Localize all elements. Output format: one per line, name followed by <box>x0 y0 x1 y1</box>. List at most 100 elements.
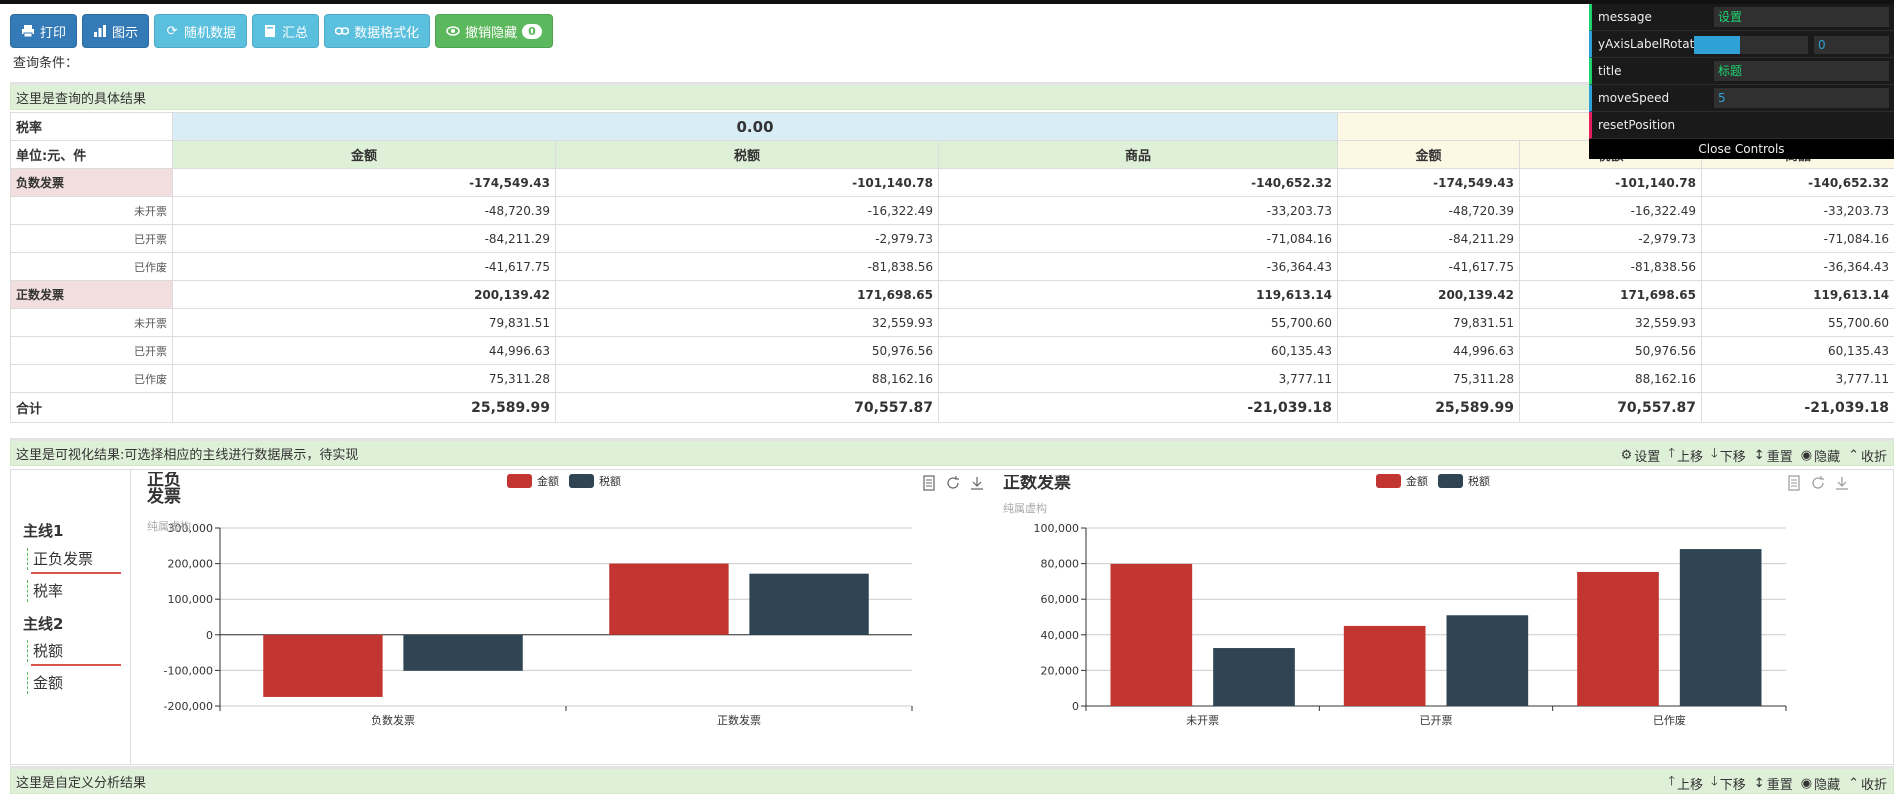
results-header-text: 这里是查询的具体结果 <box>16 91 147 107</box>
print-button[interactable]: 打印 <box>10 14 78 48</box>
table-cell: -81,838.56 <box>1519 252 1703 281</box>
chart-button[interactable]: 图示 <box>82 14 150 48</box>
download-icon[interactable] <box>969 475 985 495</box>
x-tick-label: 正数发票 <box>717 713 761 727</box>
bar-tax[interactable] <box>1679 549 1762 706</box>
data-view-icon[interactable] <box>921 475 937 495</box>
row-label: 合计 <box>10 392 173 423</box>
legend-swatch-tax <box>569 474 594 488</box>
move-up-tool[interactable]: 🡑 上移 <box>1668 444 1703 466</box>
legend-swatch-amount <box>507 474 532 488</box>
undo-hide-button[interactable]: 撤销隐藏 0 <box>435 14 553 48</box>
restore-icon[interactable] <box>945 475 961 495</box>
hide-tool[interactable]: ◉ 隐藏 <box>1801 774 1840 793</box>
table-cell: 200,139.42 <box>172 280 556 309</box>
eye-icon <box>446 24 460 38</box>
x-tick-label: 已作废 <box>1653 713 1686 727</box>
random-data-button[interactable]: ⟳ 随机数据 <box>154 14 248 48</box>
mainline-sidebar: 主线1 正负发票 税率 主线2 税额 金额 <box>11 470 131 764</box>
bar-tax[interactable] <box>749 573 869 635</box>
eye-slash-icon: ◉ <box>1800 775 1813 791</box>
custom-analysis-section-header: 这里是自定义分析结果 🡑 上移 🡓 下移 ↕ 重置 ◉ 隐藏 ⌃ 收折 <box>10 766 1894 794</box>
collapse-label: 收折 <box>1860 449 1887 465</box>
legend-tax[interactable]: 税额 <box>1438 473 1490 489</box>
title-input[interactable]: 标题 <box>1714 61 1889 81</box>
column-header: 金额 <box>172 140 556 169</box>
printer-icon <box>21 24 35 38</box>
control-label: resetPosition <box>1598 118 1676 132</box>
table-cell: 25,589.99 <box>172 392 556 423</box>
data-view-icon[interactable] <box>1786 475 1802 495</box>
message-input[interactable]: 设置 <box>1714 7 1889 27</box>
move-down-tool[interactable]: 🡓 下移 <box>1711 444 1746 466</box>
table-cell: 60,135.43 <box>937 336 1339 365</box>
bar-tax[interactable] <box>1213 648 1295 706</box>
arrow-up-icon: 🡑 <box>1668 446 1675 461</box>
table-cell: -16,322.49 <box>1519 196 1703 225</box>
download-icon[interactable] <box>1834 475 1850 495</box>
legend-amount[interactable]: 金额 <box>1376 473 1428 489</box>
table-row: 正数发票 200,139.42 171,698.65 119,613.14 200,13… <box>10 280 1894 309</box>
control-label: yAxisLabelRotate <box>1598 37 1702 51</box>
reset-label: 重置 <box>1766 449 1793 465</box>
table-cell: 88,162.16 <box>1519 364 1703 393</box>
bar-amount[interactable] <box>1343 625 1426 706</box>
active-underline <box>31 664 121 666</box>
close-controls-button[interactable]: Close Controls <box>1589 139 1894 159</box>
rotate-number-input[interactable]: 0 <box>1814 36 1889 54</box>
y-tick-label: 60,000 <box>1041 593 1080 606</box>
rotate-slider[interactable] <box>1694 36 1808 54</box>
move-up-tool[interactable]: 🡑 上移 <box>1668 772 1703 794</box>
table-cell: -36,364.43 <box>1701 252 1894 281</box>
data-format-button[interactable]: 数据格式化 <box>324 14 431 48</box>
y-tick-label: 80,000 <box>1041 558 1080 571</box>
table-cell: -36,364.43 <box>937 252 1339 281</box>
table-row: 已开票 44,996.63 50,976.56 60,135.43 44,996.63 5… <box>10 336 1894 365</box>
bar-amount[interactable] <box>1577 571 1659 706</box>
bar-tax[interactable] <box>1446 615 1529 706</box>
restore-icon[interactable] <box>1810 475 1826 495</box>
collapse-tool[interactable]: ⌃ 收折 <box>1848 446 1887 465</box>
top-strip <box>0 0 1894 4</box>
control-reset-position[interactable]: resetPosition <box>1589 112 1894 139</box>
y-tick-label: -100,000 <box>164 664 213 677</box>
y-tick-label: 0 <box>206 629 213 642</box>
table-cell: -21,039.18 <box>1701 392 1894 423</box>
table-cell: 50,976.56 <box>1519 336 1703 365</box>
table-cell: -48,720.39 <box>1337 196 1521 225</box>
toolbar: 打印 图示 ⟳ 随机数据 汇总 数据格式化 撤销隐藏 0 <box>10 14 553 48</box>
bar-amount[interactable] <box>609 563 729 635</box>
bar-tax[interactable] <box>403 634 523 671</box>
legend-label: 税额 <box>599 475 621 488</box>
column-header: 金额 <box>1337 140 1521 169</box>
table-cell: -2,979.73 <box>555 224 939 253</box>
control-label: title <box>1598 64 1622 78</box>
sidebar-item-amount[interactable]: 金额 <box>27 672 63 694</box>
control-message: message 设置 <box>1589 4 1894 31</box>
settings-tool[interactable]: ⚙ 设置 <box>1621 446 1661 465</box>
chevron-up-icon: ⌃ <box>1848 447 1859 463</box>
sidebar-item-tax-rate[interactable]: 税率 <box>27 580 63 602</box>
reset-tool[interactable]: ↕ 重置 <box>1754 446 1793 465</box>
bar-amount[interactable] <box>263 634 383 697</box>
table-cell: -2,979.73 <box>1519 224 1703 253</box>
move-down-tool[interactable]: 🡓 下移 <box>1711 772 1746 794</box>
mainline-2-heading: 主线2 <box>23 615 64 633</box>
bar-amount[interactable] <box>1110 563 1193 706</box>
y-tick-label: 20,000 <box>1041 664 1080 677</box>
table-cell: -81,838.56 <box>555 252 939 281</box>
hide-label: 隐藏 <box>1814 777 1841 793</box>
hide-tool[interactable]: ◉ 隐藏 <box>1801 446 1840 465</box>
sidebar-item-invoice-sign[interactable]: 正负发票 <box>27 548 93 570</box>
reset-tool[interactable]: ↕ 重置 <box>1754 774 1793 793</box>
sidebar-item-tax-amount[interactable]: 税额 <box>27 640 63 662</box>
move-speed-input[interactable]: 5 <box>1714 88 1889 108</box>
column-header: 税额 <box>555 140 939 169</box>
table-cell: 3,777.11 <box>1701 364 1894 393</box>
legend-tax[interactable]: 税额 <box>569 473 621 489</box>
collapse-tool[interactable]: ⌃ 收折 <box>1848 774 1887 793</box>
summary-button[interactable]: 汇总 <box>252 14 320 48</box>
legend-amount[interactable]: 金额 <box>507 473 559 489</box>
chart-legend: 金额 税额 <box>507 473 621 489</box>
